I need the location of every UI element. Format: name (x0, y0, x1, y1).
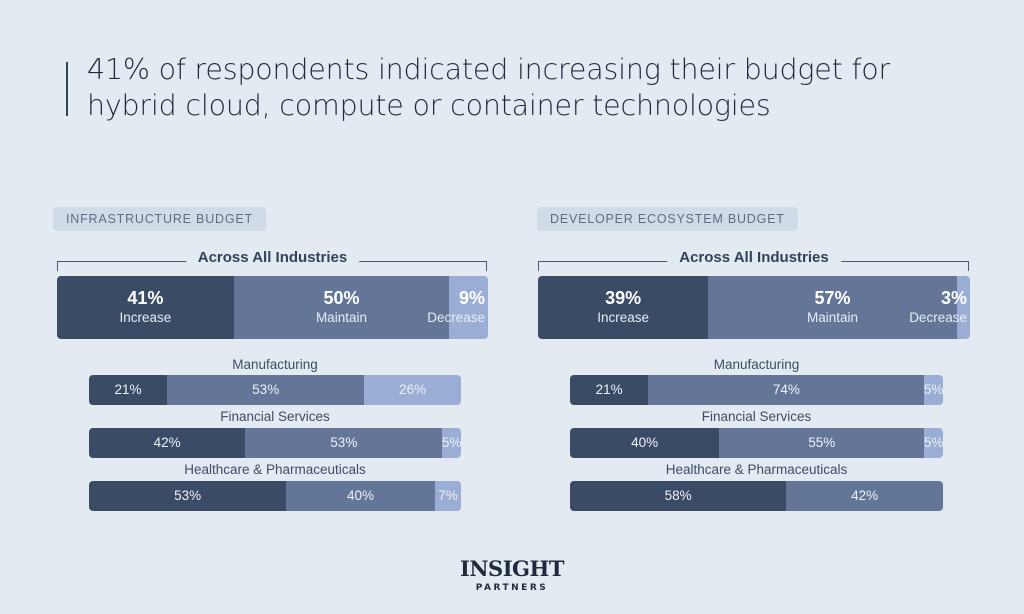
data-label: 5% (441, 435, 462, 450)
data-label: 21% (595, 382, 623, 397)
percent-label: 39% (605, 288, 642, 308)
industry-segment-maintain: 42% (786, 481, 943, 511)
category-label: Decrease (909, 310, 967, 325)
data-label: 40% (631, 435, 659, 450)
data-label: 7% (438, 488, 458, 503)
category-label: Increase (119, 310, 172, 325)
category-label: Increase (597, 310, 649, 325)
industry-bar: 21% 53% 26% (89, 375, 461, 405)
data-label: 42% (153, 435, 181, 450)
data-label: 40% (347, 488, 375, 503)
page-title: 41% of respondents indicated increasing … (87, 53, 891, 122)
overall-segment-maintain: 50% Maintain (233, 276, 450, 339)
segment-label: 50% Maintain (316, 287, 367, 327)
industry-label: Healthcare & Pharmaceuticals (184, 462, 366, 477)
data-label: 5% (923, 435, 944, 450)
data-label: 53% (252, 382, 280, 397)
industry-label: Manufacturing (232, 357, 318, 372)
overall-segment-increase: 41% Increase (57, 276, 234, 339)
industry-segment-decrease: 5% (924, 375, 943, 405)
overall-label: Across All Industries (667, 249, 841, 266)
category-label: Decrease (427, 310, 485, 325)
industry-bar: 58% 42% (570, 481, 943, 511)
overall-bar: 39% Increase 57% Maintain 3% Decrease (538, 276, 970, 339)
segment-label: 57% Maintain (807, 287, 858, 327)
industry-bar: 40% 55% 5% (570, 428, 943, 458)
logo-insight: INSIGHT (460, 556, 564, 581)
industry-bar: 42% 53% 5% (89, 428, 461, 458)
industry-segment-increase: 40% (570, 428, 720, 458)
percent-label: 9% (458, 288, 485, 308)
overall-segment-decrease: 3% Decrease (909, 276, 970, 339)
percent-label: 50% (323, 288, 360, 308)
data-label: 5% (923, 382, 944, 397)
logo-partners: PARTNERS (475, 583, 549, 593)
industry-segment-increase: 53% (89, 481, 287, 511)
industry-segment-decrease: 5% (442, 428, 461, 458)
data-label: 58% (664, 488, 692, 503)
category-label: Maintain (807, 310, 859, 325)
segment-label: 39% Increase (597, 287, 649, 327)
overall-segment-decrease: 9% Decrease (427, 276, 488, 339)
industry-segment-increase: 21% (89, 375, 168, 405)
industry-segment-increase: 21% (570, 375, 649, 405)
industry-segment-maintain: 40% (286, 481, 435, 511)
industry-label: Financial Services (701, 409, 812, 424)
overall-bar: 41% Increase 50% Maintain 9% Decrease (57, 276, 488, 339)
data-label: 26% (399, 382, 427, 397)
title-accent-bar (66, 62, 68, 116)
industry-label: Manufacturing (713, 357, 800, 372)
panel-title-1: DEVELOPER ECOSYSTEM BUDGET (537, 207, 798, 231)
industry-segment-maintain: 53% (167, 375, 365, 405)
data-label: 55% (808, 435, 836, 450)
industry-segment-decrease: 5% (924, 428, 943, 458)
category-label: Maintain (315, 310, 367, 325)
data-label: 42% (851, 488, 879, 503)
industry-segment-maintain: 55% (719, 428, 925, 458)
percent-label: 3% (940, 288, 967, 308)
segment-label: 9% Decrease (427, 287, 485, 327)
industry-segment-increase: 42% (89, 428, 246, 458)
industry-label: Healthcare & Pharmaceuticals (665, 462, 848, 477)
industry-segment-increase: 58% (570, 481, 787, 511)
segment-label: 3% Decrease (909, 287, 967, 327)
data-label: 74% (772, 382, 800, 397)
percent-label: 57% (814, 288, 851, 308)
data-label: 53% (330, 435, 358, 450)
panel-title-0: INFRASTRUCTURE BUDGET (53, 207, 266, 231)
industry-segment-maintain: 53% (245, 428, 443, 458)
industry-segment-maintain: 74% (648, 375, 925, 405)
data-label: 21% (114, 382, 142, 397)
industry-label: Financial Services (220, 409, 330, 424)
industry-bar: 21% 74% 5% (570, 375, 943, 405)
data-label: 53% (174, 488, 202, 503)
overall-segment-maintain: 57% Maintain (708, 276, 957, 339)
industry-bar: 53% 40% 7% (89, 481, 461, 511)
industry-segment-decrease: 7% (434, 481, 461, 511)
overall-segment-increase: 39% Increase (538, 276, 709, 339)
overall-label: Across All Industries (185, 249, 360, 266)
percent-label: 41% (127, 288, 164, 308)
segment-label: 41% Increase (119, 287, 171, 327)
industry-segment-decrease: 26% (364, 375, 461, 405)
